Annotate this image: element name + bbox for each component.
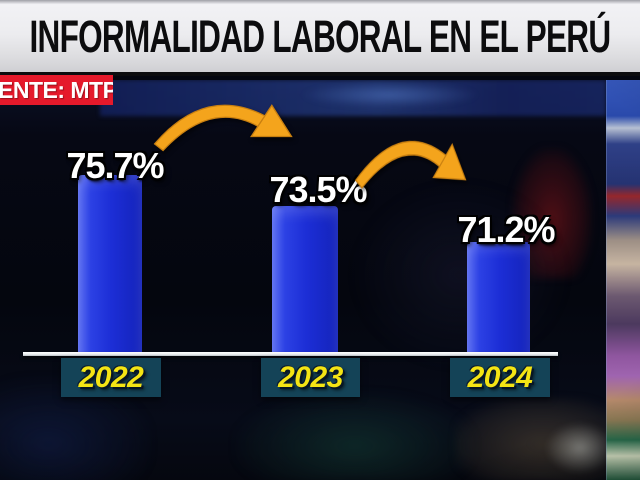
down-trend-arrow-2-icon: [354, 140, 467, 189]
title-bar: INFORMALIDAD LABORAL EN EL PERÚ: [0, 0, 640, 76]
page-title: INFORMALIDAD LABORAL EN EL PERÚ: [29, 11, 612, 62]
source-badge: ENTE: MTPE: [0, 75, 113, 105]
category-label-2024: 2024: [467, 360, 533, 394]
bar-2024: [467, 242, 530, 355]
value-label-2024: 71.2%: [457, 209, 555, 250]
category-label-2022: 2022: [78, 360, 144, 394]
bar-2022: [78, 175, 142, 355]
arrow-head: [249, 104, 293, 138]
axis-baseline: [23, 352, 558, 356]
value-label-2022: 75.7%: [66, 145, 164, 186]
category-box-2024: 2024: [450, 358, 550, 397]
down-trend-arrow-1-icon: [153, 104, 293, 152]
arrow-curve: [153, 104, 267, 152]
category-box-2022: 2022: [61, 358, 161, 397]
arrow-curve: [354, 140, 447, 189]
arrow-head: [432, 142, 467, 181]
value-label-2023: 73.5%: [269, 169, 367, 210]
category-label-2023: 2023: [278, 360, 343, 394]
category-box-2023: 2023: [261, 358, 360, 397]
bar-2023: [272, 206, 338, 355]
source-badge-label: ENTE: MTPE: [0, 76, 113, 103]
